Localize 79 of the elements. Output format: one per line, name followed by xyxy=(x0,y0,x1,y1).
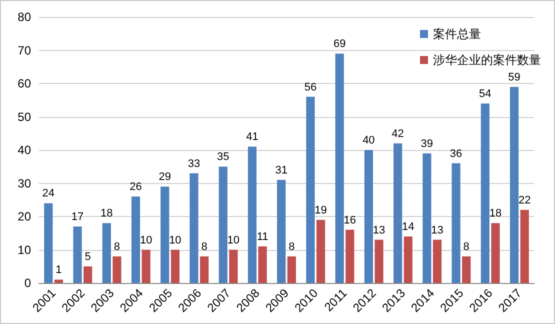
bar xyxy=(160,186,170,283)
data-label: 8 xyxy=(201,240,208,253)
bar xyxy=(374,240,384,283)
bar xyxy=(364,150,373,283)
bar xyxy=(170,250,180,283)
data-label: 59 xyxy=(508,71,520,84)
bar xyxy=(248,146,257,283)
data-label: 13 xyxy=(431,224,444,236)
bar xyxy=(258,246,267,283)
bar xyxy=(277,180,286,283)
y-tick-label: 70 xyxy=(18,43,32,58)
bar xyxy=(462,256,471,283)
data-label: 24 xyxy=(42,188,55,200)
data-label: 10 xyxy=(169,234,182,246)
y-tick-label: 0 xyxy=(24,276,32,290)
data-label: 19 xyxy=(314,204,327,216)
bar xyxy=(54,280,64,283)
data-label: 39 xyxy=(420,138,434,150)
bar xyxy=(520,210,529,283)
bar xyxy=(229,250,238,283)
bar xyxy=(200,256,209,283)
legend-label: 涉华企业的案件数量 xyxy=(433,53,541,67)
data-label: 36 xyxy=(450,148,462,160)
data-label: 13 xyxy=(372,224,386,236)
y-tick-label: 20 xyxy=(18,210,32,224)
bar xyxy=(316,220,326,283)
bar xyxy=(452,163,460,283)
data-label: 40 xyxy=(362,134,375,146)
bar xyxy=(142,250,150,283)
data-label: 17 xyxy=(71,210,84,223)
data-label: 1 xyxy=(56,264,62,276)
bar xyxy=(73,226,82,283)
data-label: 22 xyxy=(518,194,531,206)
data-label: 54 xyxy=(479,88,492,100)
bar xyxy=(510,86,519,283)
y-tick-label: 60 xyxy=(18,76,32,90)
bar xyxy=(432,240,442,283)
y-tick-label: 40 xyxy=(18,143,32,157)
data-label: 18 xyxy=(489,208,502,220)
bar xyxy=(218,166,228,283)
bar xyxy=(335,54,344,283)
y-tick-label: 50 xyxy=(18,110,32,124)
data-label: 8 xyxy=(288,240,295,253)
data-label: 35 xyxy=(216,151,230,164)
bar xyxy=(112,256,122,283)
bar xyxy=(404,236,412,283)
data-label: 8 xyxy=(463,240,470,253)
data-label: 10 xyxy=(227,234,240,246)
bar xyxy=(131,196,140,283)
data-label: 11 xyxy=(256,230,268,243)
bar xyxy=(84,266,92,283)
bar xyxy=(394,143,402,283)
data-label: 26 xyxy=(130,181,142,194)
data-label: 41 xyxy=(246,131,258,144)
bar xyxy=(102,223,111,283)
data-label: 29 xyxy=(158,171,171,184)
y-tick-label: 10 xyxy=(18,242,32,257)
data-label: 10 xyxy=(140,234,152,246)
data-label: 31 xyxy=(275,164,288,176)
bar xyxy=(287,256,296,283)
bar xyxy=(306,96,315,283)
data-label: 18 xyxy=(100,208,113,220)
data-label: 69 xyxy=(333,38,346,50)
data-label: 42 xyxy=(392,128,404,140)
bar xyxy=(491,223,500,283)
data-label: 14 xyxy=(402,220,414,233)
y-tick-label: 30 xyxy=(18,176,32,190)
bar xyxy=(480,103,490,283)
bar xyxy=(422,153,432,283)
bar xyxy=(190,173,198,283)
data-label: 5 xyxy=(84,250,91,263)
bar xyxy=(346,230,354,283)
legend-label: 案件总量 xyxy=(433,27,481,41)
data-label: 56 xyxy=(304,81,317,94)
bar xyxy=(44,203,53,283)
data-label: 16 xyxy=(344,214,356,226)
y-tick-label: 80 xyxy=(18,10,32,24)
data-label: 8 xyxy=(114,240,120,253)
data-label: 33 xyxy=(188,158,200,170)
